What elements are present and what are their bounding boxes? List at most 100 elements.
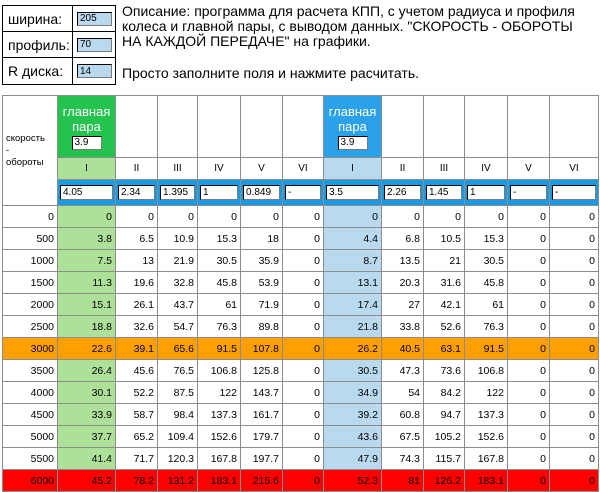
speed-cell: 39.1 [115,337,158,360]
gear-ratio-input-2-1[interactable] [326,185,379,200]
rpm-cell: 5500 [2,447,58,470]
rpm-cell: 0 [2,205,58,228]
speed-cell: 71.9 [240,293,283,316]
gear-ratio-cell [157,179,198,206]
speed-cell: 30.5 [323,359,382,382]
speed-cell: 40.5 [381,337,424,360]
speed-cell: 15.3 [197,227,241,250]
speed-cell: 91.5 [464,337,508,360]
speed-cell: 0 [282,227,324,250]
main-pair-input-2[interactable] [337,135,368,150]
speed-cell: 87.5 [157,381,198,404]
header-blank [464,95,508,158]
speed-cell: 32.6 [115,315,158,338]
gear-label-2-5: V [507,157,550,180]
speed-cell: 94.7 [423,403,465,426]
header-blank [423,95,465,158]
gear-ratio-input-2-2[interactable] [384,185,421,200]
speed-cell: 10.5 [423,227,465,250]
gear-ratio-row [3,179,599,206]
speed-cell: 137.3 [197,403,241,426]
gear-ratio-input-2-4[interactable] [467,185,505,200]
param-input-profile[interactable] [77,37,112,52]
speed-cell: 0 [282,381,324,404]
speed-cell: 0 [549,425,599,448]
speed-cell: 73.6 [423,359,465,382]
speed-cell: 67.5 [381,425,424,448]
speed-cell: 42.1 [423,293,465,316]
speed-cell: 47.9 [323,447,382,470]
rpm-cell: 6000 [2,469,58,492]
speed-cell: 0 [507,293,550,316]
gear-ratio-input-1-6[interactable] [285,185,321,200]
speed-cell: 0 [549,205,599,228]
speed-cell: 105.2 [423,425,465,448]
speed-cell: 52.6 [423,315,465,338]
gear-label-2-6: VI [549,157,599,180]
speed-cell: 126.2 [423,469,465,492]
speed-cell: 0 [282,337,324,360]
speed-cell: 21 [423,249,465,272]
speed-cell: 0 [549,337,599,360]
gear-ratio-input-2-6[interactable] [552,185,596,200]
gear-ratio-input-1-3[interactable] [160,185,195,200]
gear-ratio-input-1-4[interactable] [200,185,238,200]
gear-ratio-input-1-5[interactable] [243,185,280,200]
speed-cell: 107.8 [240,337,283,360]
speed-cell: 26.1 [115,293,158,316]
speed-cell: 0 [282,469,324,492]
table-row: 4000 30.1 52.2 87.5 122 143.7 0 34.9 54 84.2 122 0 0 [2,381,599,404]
main-pair-input-1[interactable] [71,135,102,150]
speed-cell: 0 [507,205,550,228]
speed-cell: 13.1 [323,271,382,294]
gear-ratio-input-2-3[interactable] [426,185,462,200]
speed-cell: 45.6 [115,359,158,382]
speed-cell: 106.8 [197,359,241,382]
speed-cell: 109.4 [157,425,198,448]
param-row-profile: профиль: [3,32,115,58]
main-pair-cell-1: главная пара [57,95,116,158]
param-input-width[interactable] [77,11,112,26]
speed-cell: 122 [464,381,508,404]
speed-cell: 152.6 [197,425,241,448]
speed-cell: 0 [549,447,599,470]
gear-ratio-input-1-2[interactable] [118,185,155,200]
speed-cell: 183.1 [464,469,508,492]
speed-cell: 0 [57,205,116,228]
speed-cell: 19.6 [115,271,158,294]
gear-label-2-2: II [381,157,424,180]
gear-ratio-cell [115,179,158,206]
header-blank [282,95,324,158]
speed-cell: 61 [464,293,508,316]
speed-cell: 21.9 [157,249,198,272]
speed-cell: 0 [464,205,508,228]
speed-cell: 161.7 [240,403,283,426]
speed-cell: 45.8 [197,271,241,294]
gear-ratio-cell [381,179,424,206]
speed-cell: 0 [381,205,424,228]
header-row: скорость - обороты главная пара главная па… [2,95,599,206]
rpm-cell: 4000 [2,381,58,404]
param-cell-width [73,6,115,31]
gear-ratio-cell [282,179,324,206]
header-blank [507,95,550,158]
speed-cell: 131.2 [157,469,198,492]
speed-cell: 0 [507,271,550,294]
speed-cell: 71.7 [115,447,158,470]
description-block: Описание: программа для расчета КПП, с у… [122,4,592,81]
header-blank [549,95,599,158]
param-input-rim[interactable] [77,64,112,78]
gear-ratio-cell [464,179,508,206]
speed-cell: 0 [507,359,550,382]
speed-cell: 26.2 [323,337,382,360]
speed-cell: 137.3 [464,403,508,426]
rpm-cell: 500 [2,227,58,250]
speed-cell: 215.6 [240,469,283,492]
gear-ratio-input-1-1[interactable] [60,185,113,200]
speed-cell: 65.2 [115,425,158,448]
gear-ratio-input-2-5[interactable] [510,185,547,200]
speed-cell: 0 [197,205,241,228]
gear-ratio-cell [57,179,116,206]
rpm-cell: 1500 [2,271,58,294]
tire-params-panel: ширина:профиль:R диска: [2,5,116,85]
